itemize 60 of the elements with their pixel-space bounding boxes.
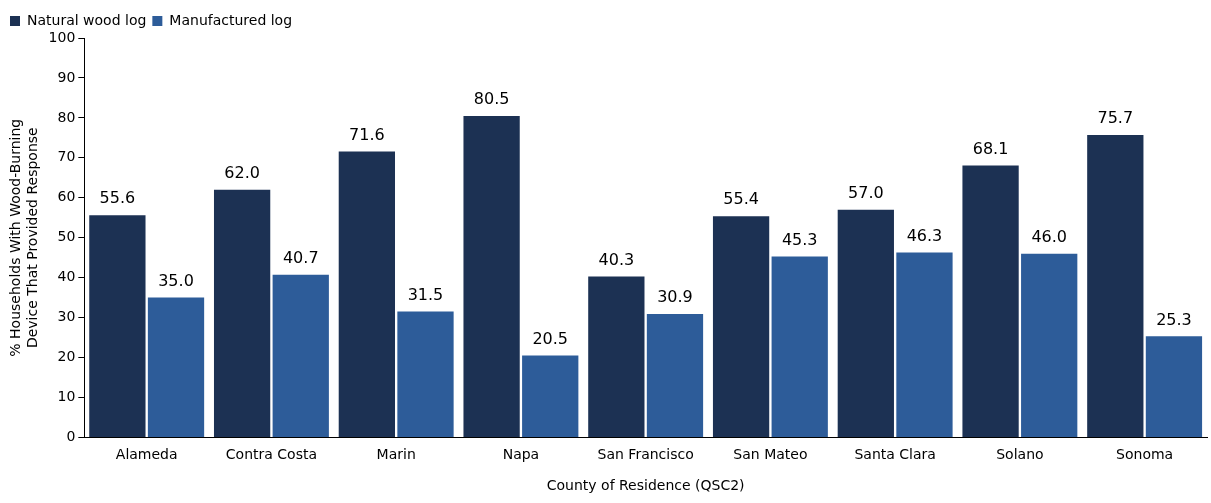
data-label: 46.3 [906,225,943,245]
data-label: 40.7 [282,248,319,267]
bar [147,297,205,437]
y-tick-label: 30 [57,308,76,325]
y-axis-title: % Households With Wood-Burning Device That Provided Response [7,118,40,357]
legend-label: Manufactured log [169,11,293,28]
bar [89,215,146,437]
data-label: 62.0 [224,162,260,182]
data-label: 57.0 [848,182,884,202]
x-tick-label: Marin [376,446,416,463]
x-tick-label: Santa Clara [854,446,936,463]
x-tick-label: San Mateo [733,446,808,463]
bar [1087,135,1144,437]
y-tick-label: 10 [57,388,76,405]
y-tick-label: 60 [57,188,76,205]
x-tick-label: San Francisco [597,446,694,463]
data-label: 45.3 [781,229,818,249]
data-label: 71.6 [349,124,385,144]
y-tick-label: 100 [48,28,76,45]
data-label: 55.4 [723,189,759,209]
data-label: 46.0 [1031,226,1068,246]
data-label: 31.5 [407,284,444,304]
bar [1145,336,1203,437]
bar [213,189,271,437]
bar [272,274,329,437]
bar [522,355,579,437]
y-tick-label: 70 [57,148,76,165]
bar [771,256,828,437]
data-label: 75.7 [1097,108,1134,128]
x-tick-label: Solano [996,446,1044,463]
bar [837,209,894,437]
y-tick-label: 40 [57,268,76,285]
x-tick-label: Alameda [115,446,178,463]
bar [962,165,1019,437]
bar [338,151,395,437]
y-tick-label: 20 [57,348,76,365]
bar [1021,253,1078,437]
x-tick-label: Napa [502,446,540,463]
data-label: 30.9 [657,287,693,307]
data-label: 80.5 [473,89,510,109]
bar [712,216,770,437]
x-tick-label: Contra Costa [225,446,318,463]
data-label: 25.3 [1156,309,1192,329]
bar [646,313,704,437]
bar [463,115,520,437]
data-label: 40.3 [598,249,635,269]
bar [588,276,645,437]
data-label: 55.6 [99,188,136,208]
bar [896,252,953,437]
y-tick-label: 80 [57,108,76,125]
data-label: 35.0 [158,270,194,290]
data-label: 68.1 [972,138,1009,158]
data-label: 20.5 [532,328,569,348]
bar [397,311,454,437]
y-tick-label: 90 [57,68,76,85]
x-tick-label: Sonoma [1116,446,1174,463]
x-axis-title: County of Residence (QSC2) [546,477,745,494]
legend-label: Natural wood log [27,11,147,28]
y-tick-label: 0 [66,428,76,445]
y-tick-label: 50 [57,228,76,245]
